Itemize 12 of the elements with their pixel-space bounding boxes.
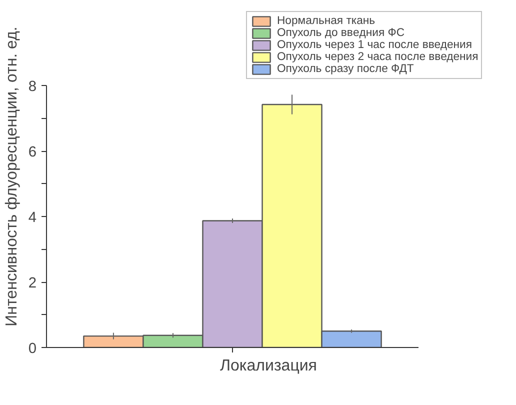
x-axis-title: Локализация: [220, 358, 317, 374]
legend-label: Опухоль через 1 час после введения: [277, 39, 472, 51]
legend-label: Опухоль до ввeдния ФС: [277, 27, 405, 39]
legend-label: Нормальная ткань: [277, 15, 376, 27]
y-tick-label: 6: [28, 144, 37, 160]
legend-label: Опухоль сразу после ФДТ: [277, 63, 414, 75]
y-tick-label: 8: [28, 79, 37, 95]
y-tick-label: 4: [28, 210, 37, 226]
y-tick-label: 2: [28, 276, 37, 292]
y-axis-title: Интенсивность флуоресценции, отн. ед.: [3, 26, 20, 326]
legend-label: Опухоль через 2 часа после введения: [277, 51, 478, 63]
y-tick-label: 0: [28, 341, 37, 357]
